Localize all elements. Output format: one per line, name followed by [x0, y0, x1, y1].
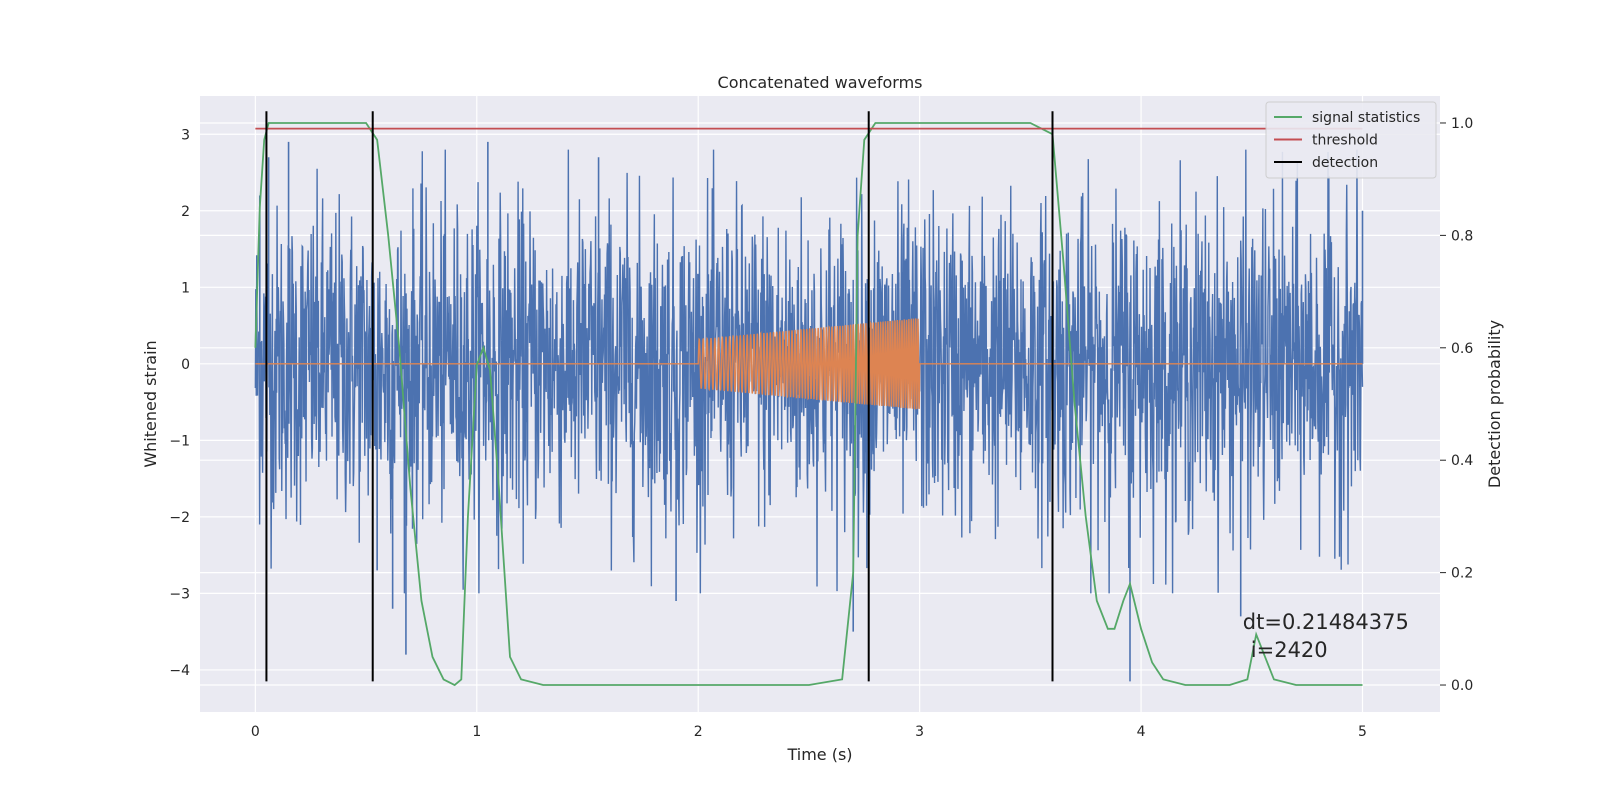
y-tick-label: −4 [169, 663, 190, 679]
x-tick-label: 1 [472, 724, 481, 740]
x-tick-label: 5 [1358, 724, 1367, 740]
y-right-tick-label: 0.6 [1451, 341, 1473, 357]
x-tick-label: 0 [251, 724, 260, 740]
injected-chirp-line [255, 318, 1363, 410]
annotation-i: i=2420 [1251, 638, 1328, 662]
legend: signal statistics threshold detection [1265, 101, 1437, 179]
y-tick-label: 0 [181, 357, 190, 373]
signal-statistics-line [254, 122, 1363, 687]
chart-title: Concatenated waveforms [718, 73, 923, 92]
y-right-tick-label: 0.8 [1451, 228, 1473, 244]
axes: Concatenated waveforms Time (s) Whitened… [141, 73, 1504, 764]
legend-label: threshold [1312, 133, 1378, 149]
x-axis-label: Time (s) [786, 745, 852, 764]
y-tick-label: −2 [169, 510, 190, 526]
y-tick-label: 2 [181, 204, 190, 220]
annotation-dt: dt=0.21484375 [1243, 610, 1409, 634]
y-axis-label: Whitened strain [141, 340, 160, 467]
y-tick-label: −3 [169, 586, 190, 602]
y-tick-label: 3 [181, 127, 190, 143]
x-tick-label: 3 [915, 724, 924, 740]
legend-label: signal statistics [1312, 110, 1420, 126]
y-right-tick-label: 0.0 [1451, 678, 1473, 694]
y-right-tick-label: 0.2 [1451, 566, 1473, 582]
x-tick-label: 4 [1137, 724, 1146, 740]
legend-label: detection [1312, 155, 1378, 171]
y-tick-label: −1 [169, 433, 190, 449]
plot-lines [254, 111, 1364, 687]
y-tick-label: 1 [181, 280, 190, 296]
y-axis-right-label: Detection probability [1485, 320, 1504, 488]
y-right-tick-label: 1.0 [1451, 116, 1473, 132]
legend-box [1265, 101, 1437, 179]
annotation: dt=0.21484375 i=2420 [1243, 610, 1409, 662]
x-tick-label: 2 [694, 724, 703, 740]
tick-labels: 0 1 2 3 4 5 3 2 1 0 −1 −2 −3 −4 1.0 0.8 0.6 0.4 0.2 0.0 [169, 116, 1473, 740]
y-right-tick-label: 0.4 [1451, 453, 1473, 469]
